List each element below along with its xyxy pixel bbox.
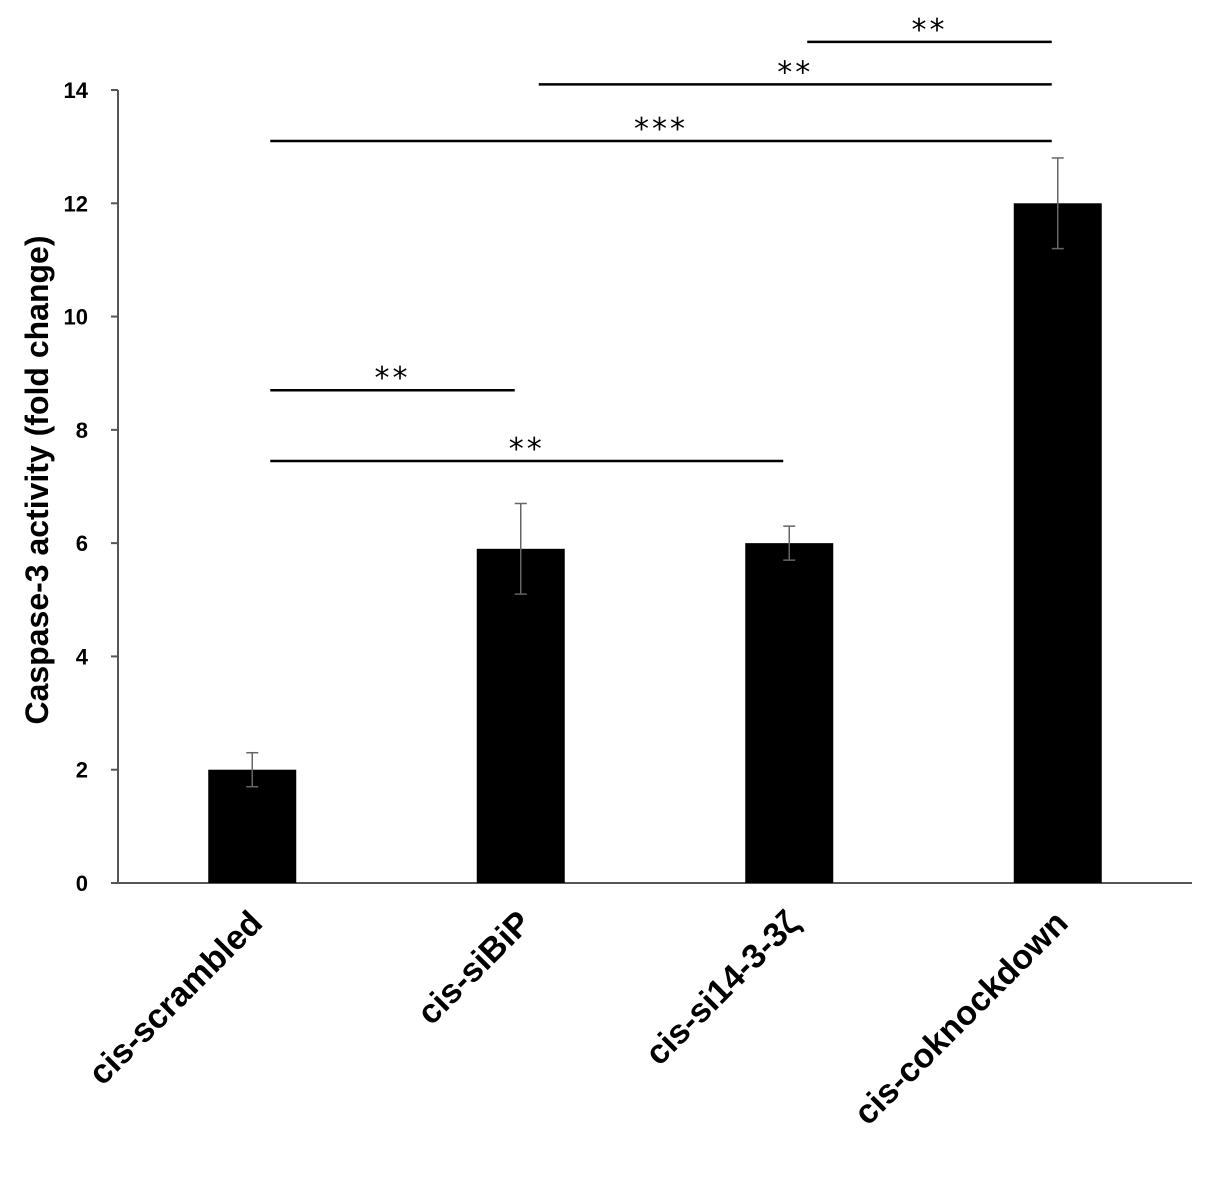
- bar: [745, 543, 834, 883]
- x-tick-label: cis-si14-3-3ζ: [638, 904, 807, 1073]
- x-tick-label: cis-coknockdown: [847, 904, 1076, 1133]
- bar: [208, 769, 297, 883]
- significance-label: ***: [634, 112, 688, 147]
- bar: [476, 548, 565, 883]
- y-tick-label: 14: [64, 78, 89, 103]
- significance-label: **: [375, 361, 411, 396]
- significance-brackets: ***********: [270, 13, 1052, 467]
- bar: [1013, 203, 1102, 884]
- y-tick-label: 8: [76, 418, 88, 443]
- significance-label: **: [509, 432, 545, 467]
- error-bars: [246, 157, 1064, 788]
- significance-label: **: [777, 55, 813, 90]
- x-tick-label: cis-scrambled: [81, 904, 270, 1093]
- bars: [208, 203, 1102, 884]
- y-tick-label: 0: [76, 871, 88, 896]
- y-tick-label: 2: [76, 758, 88, 783]
- y-tick-label: 6: [76, 531, 88, 556]
- y-tick-label: 12: [64, 191, 88, 216]
- significance-label: **: [912, 13, 948, 48]
- y-tick-label: 10: [64, 305, 88, 330]
- y-tick-label: 4: [76, 644, 89, 669]
- y-axis: 0 2 4 6 8 10 12 14: [64, 78, 119, 896]
- x-axis: cis-scrambled cis-siBiP cis-si14-3-3ζ cis-c…: [81, 882, 1192, 1133]
- x-tick-label: cis-siBiP: [410, 904, 538, 1032]
- y-axis-label: Caspase-3 activity (fold change): [19, 235, 55, 724]
